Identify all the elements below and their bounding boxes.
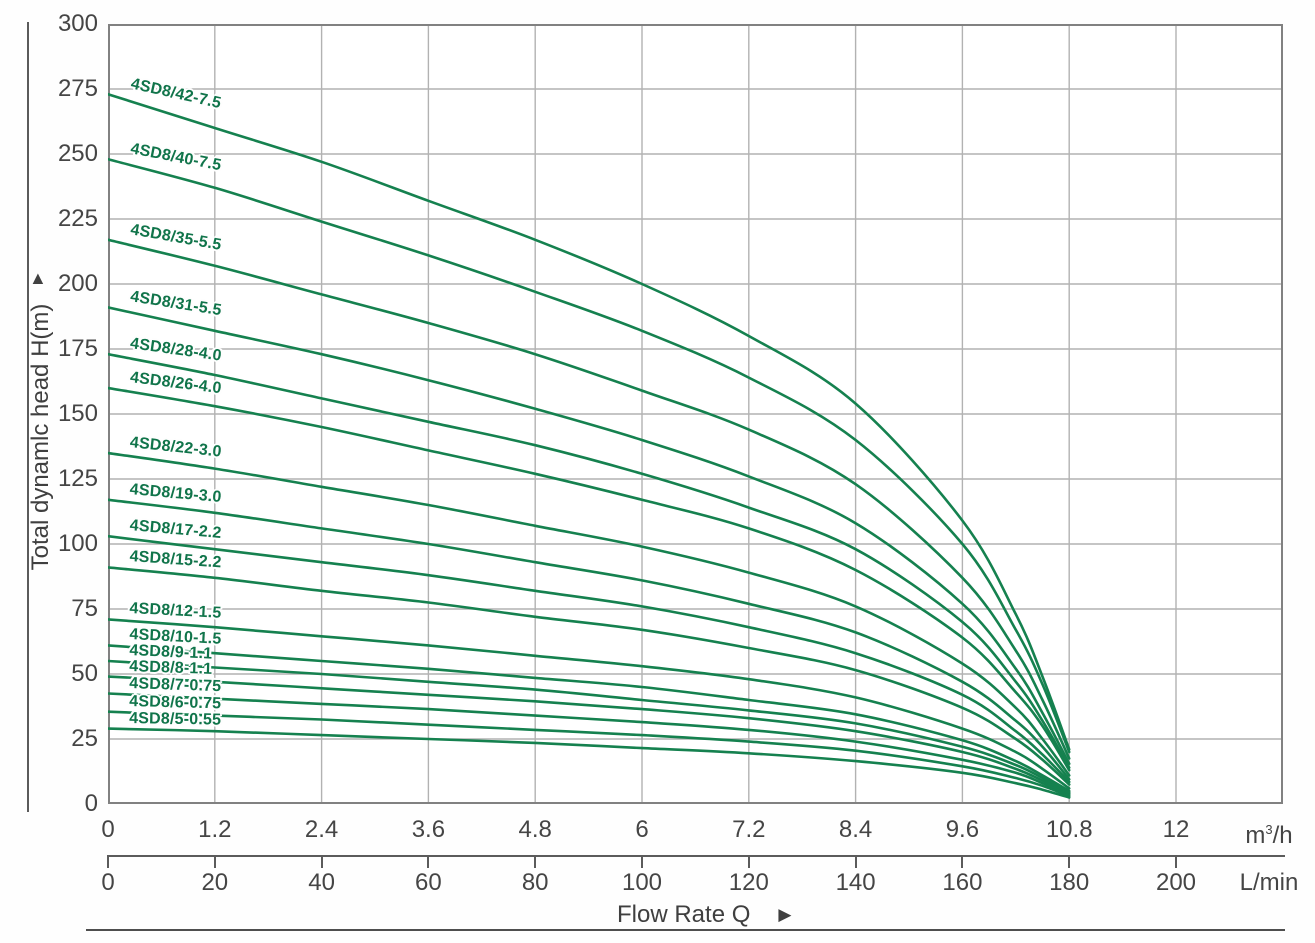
- x-tick-m3h: 9.6: [945, 816, 980, 843]
- lmin-tick: [320, 855, 323, 868]
- x-tick-m3h: 7.2: [732, 816, 766, 843]
- lmin-tick: [1068, 855, 1071, 868]
- up-arrow-icon: ▲: [29, 268, 47, 288]
- pump-curve: [108, 692, 1071, 797]
- pump-curve: [108, 534, 1071, 784]
- lmin-tick: [1175, 855, 1177, 868]
- y-tick-label: 200: [57, 270, 98, 297]
- y-tick-label: 300: [57, 10, 98, 37]
- lmin-axis-line: [108, 855, 1285, 857]
- lmin-tick: [107, 855, 109, 868]
- pump-curve: [108, 157, 1071, 754]
- pump-curve: [108, 618, 1071, 790]
- pump-curve: [108, 727, 1071, 799]
- plot-frame: [108, 24, 1283, 804]
- x-tick-lmin: 200: [1155, 869, 1197, 896]
- y-axis-line: [27, 22, 29, 812]
- x-tick-m3h: 2.4: [304, 816, 339, 843]
- x-tick-m3h: 8.4: [838, 816, 873, 843]
- x-tick-lmin: 180: [1049, 869, 1090, 896]
- y-tick-label: 50: [71, 660, 98, 687]
- y-tick-label: 25: [71, 725, 98, 752]
- pump-curve: [108, 238, 1071, 760]
- pump-curve: [108, 566, 1071, 786]
- x-axis-label-text: Flow Rate Q: [617, 901, 751, 928]
- pump-curve: [108, 306, 1071, 765]
- x-tick-lmin: 40: [308, 869, 335, 896]
- y-tick-label: 150: [57, 400, 98, 427]
- x-tick-lmin: 0: [101, 869, 115, 896]
- bottom-divider: [86, 929, 1285, 931]
- lmin-tick: [213, 855, 216, 868]
- right-arrow-icon: ▶: [778, 905, 792, 924]
- x-tick-lmin: 120: [728, 869, 769, 896]
- plot-area: [108, 24, 1283, 804]
- lmin-tick: [641, 855, 643, 868]
- pump-curve: [108, 498, 1071, 781]
- y-tick-label: 125: [57, 465, 98, 492]
- lmin-tick: [534, 855, 537, 868]
- pump-curve: [108, 659, 1071, 794]
- pump-curve: [108, 675, 1071, 795]
- x-tick-lmin: 20: [201, 869, 229, 896]
- x-tick-lmin: 80: [521, 869, 549, 896]
- pump-curve: [108, 710, 1071, 798]
- y-tick-label: 175: [57, 335, 98, 362]
- x-tick-m3h: 0: [101, 816, 115, 843]
- x-tick-lmin: 160: [942, 869, 983, 896]
- y-tick-label: 0: [84, 790, 98, 817]
- pump-curve: [108, 644, 1071, 793]
- x-unit-m3h-base: m: [1245, 822, 1266, 849]
- x-tick-m3h: 3.6: [411, 816, 446, 843]
- pump-curve: [108, 92, 1071, 751]
- y-tick-label: 275: [57, 75, 98, 102]
- x-tick-m3h: 1.2: [198, 816, 232, 843]
- lmin-tick: [961, 855, 964, 868]
- x-unit-m3h-rest: /h: [1272, 822, 1293, 849]
- x-tick-m3h: 10.8: [1045, 816, 1093, 843]
- x-tick-lmin: 60: [415, 869, 442, 896]
- x-unit-lmin: L/min: [1239, 869, 1299, 896]
- y-tick-label: 250: [57, 140, 98, 167]
- x-unit-m3h: m3/h: [1245, 816, 1292, 850]
- x-tick-m3h: 12: [1162, 816, 1190, 843]
- y-tick-label: 100: [57, 530, 98, 557]
- y-tick-label: 75: [71, 595, 98, 622]
- lmin-tick: [854, 855, 857, 868]
- x-unit-m3h-sup: 3: [1265, 822, 1273, 837]
- x-tick-m3h: 6: [635, 816, 649, 843]
- x-axis-label: Flow Rate Q ▶: [617, 901, 791, 929]
- pump-curve: [108, 451, 1071, 777]
- curve-label: 4SD8/5-0.55: [129, 709, 222, 729]
- x-tick-m3h: 4.8: [518, 816, 552, 843]
- pump-curve: [108, 352, 1071, 769]
- x-tick-lmin: 100: [621, 869, 663, 896]
- lmin-tick: [747, 855, 750, 868]
- y-tick-label: 225: [57, 205, 98, 232]
- x-tick-lmin: 140: [835, 869, 876, 896]
- lmin-tick: [427, 855, 430, 868]
- pump-curve: [108, 386, 1071, 772]
